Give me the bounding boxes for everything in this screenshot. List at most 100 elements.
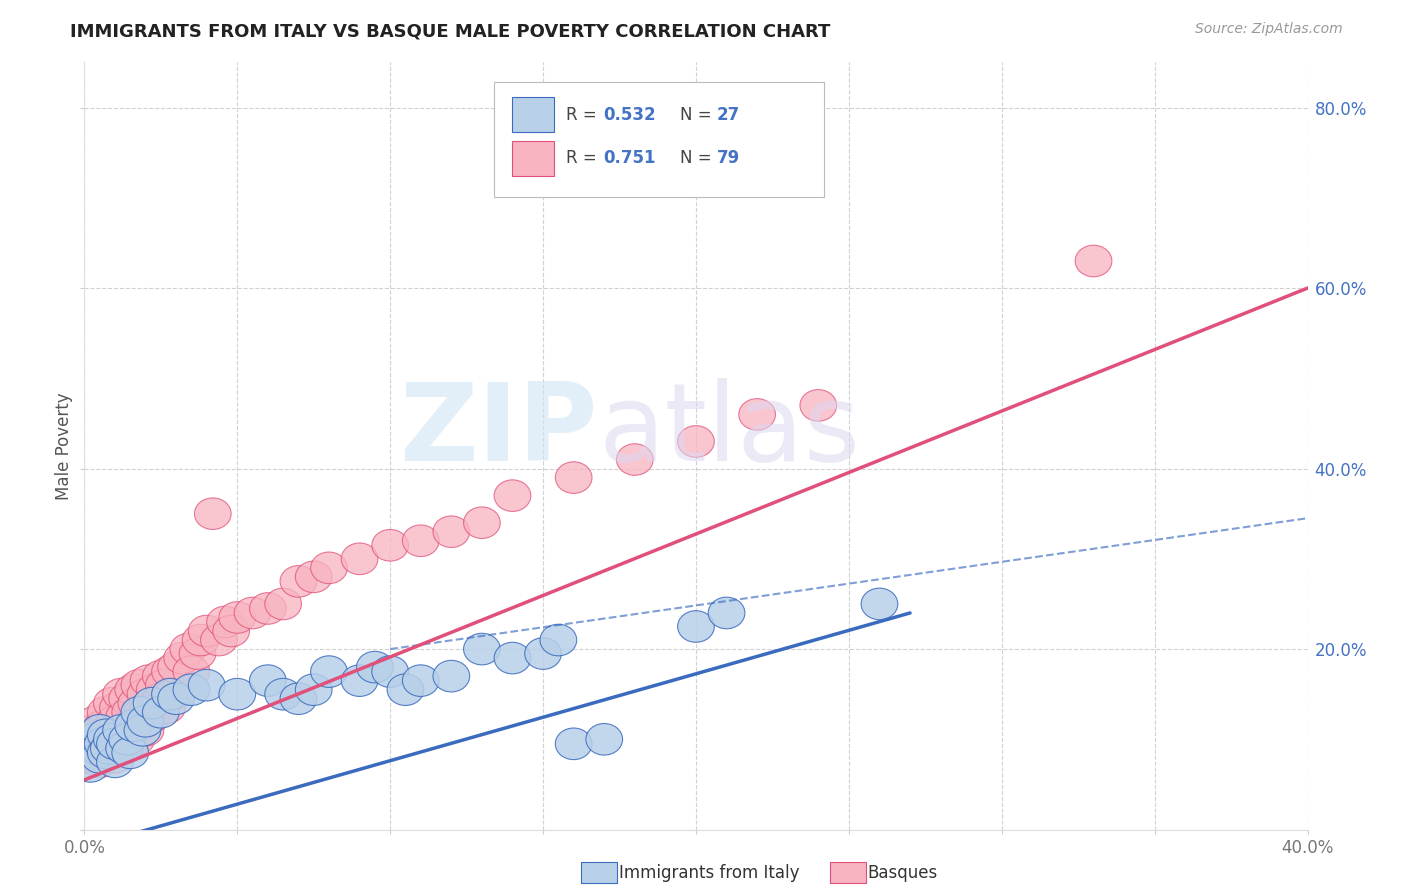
Ellipse shape <box>142 683 179 714</box>
Text: N =: N = <box>681 149 717 168</box>
Ellipse shape <box>142 660 179 692</box>
Ellipse shape <box>142 697 179 728</box>
Ellipse shape <box>678 425 714 458</box>
Ellipse shape <box>311 656 347 688</box>
Ellipse shape <box>79 732 115 764</box>
Ellipse shape <box>72 723 108 756</box>
Ellipse shape <box>82 741 118 773</box>
Ellipse shape <box>201 624 238 656</box>
Ellipse shape <box>433 516 470 548</box>
Ellipse shape <box>524 638 561 669</box>
Ellipse shape <box>82 746 118 778</box>
Ellipse shape <box>586 723 623 756</box>
FancyBboxPatch shape <box>494 81 824 197</box>
Text: R =: R = <box>567 149 602 168</box>
Ellipse shape <box>84 728 121 760</box>
Ellipse shape <box>82 714 118 746</box>
Ellipse shape <box>87 697 124 728</box>
Ellipse shape <box>136 673 173 706</box>
Ellipse shape <box>170 633 207 665</box>
Ellipse shape <box>87 719 124 750</box>
Ellipse shape <box>127 714 165 746</box>
Ellipse shape <box>131 692 167 723</box>
Ellipse shape <box>249 665 287 697</box>
Ellipse shape <box>94 723 131 756</box>
Ellipse shape <box>103 679 139 710</box>
Ellipse shape <box>131 665 167 697</box>
Ellipse shape <box>709 597 745 629</box>
Ellipse shape <box>494 642 531 673</box>
Ellipse shape <box>134 688 170 719</box>
Ellipse shape <box>678 611 714 642</box>
Ellipse shape <box>75 714 112 746</box>
Text: 27: 27 <box>717 105 740 124</box>
Ellipse shape <box>108 714 146 746</box>
Ellipse shape <box>103 732 139 764</box>
Ellipse shape <box>371 656 409 688</box>
Ellipse shape <box>134 701 170 732</box>
Ellipse shape <box>157 651 194 683</box>
Ellipse shape <box>165 642 201 673</box>
Ellipse shape <box>146 669 183 701</box>
Ellipse shape <box>94 688 131 719</box>
Ellipse shape <box>97 746 134 778</box>
Ellipse shape <box>112 728 149 760</box>
Ellipse shape <box>152 656 188 688</box>
Ellipse shape <box>219 679 256 710</box>
Ellipse shape <box>188 615 225 647</box>
Ellipse shape <box>97 728 134 760</box>
Text: Source: ZipAtlas.com: Source: ZipAtlas.com <box>1195 22 1343 37</box>
Ellipse shape <box>235 597 271 629</box>
Ellipse shape <box>118 688 155 719</box>
Ellipse shape <box>1076 245 1112 277</box>
Ellipse shape <box>264 679 301 710</box>
Ellipse shape <box>183 624 219 656</box>
Ellipse shape <box>87 723 124 756</box>
Ellipse shape <box>100 719 136 750</box>
Ellipse shape <box>87 737 124 769</box>
Ellipse shape <box>139 688 176 719</box>
Ellipse shape <box>115 710 152 741</box>
Ellipse shape <box>402 665 439 697</box>
Ellipse shape <box>280 566 316 597</box>
Ellipse shape <box>295 673 332 706</box>
Ellipse shape <box>75 728 112 760</box>
Ellipse shape <box>540 624 576 656</box>
Ellipse shape <box>555 462 592 493</box>
Ellipse shape <box>90 737 127 769</box>
Ellipse shape <box>121 669 157 701</box>
Ellipse shape <box>79 706 115 737</box>
Text: atlas: atlas <box>598 377 860 483</box>
Ellipse shape <box>357 651 394 683</box>
Ellipse shape <box>311 552 347 583</box>
Ellipse shape <box>97 741 134 773</box>
Ellipse shape <box>555 728 592 760</box>
Ellipse shape <box>173 673 209 706</box>
Ellipse shape <box>100 692 136 723</box>
Ellipse shape <box>173 656 209 688</box>
Ellipse shape <box>387 673 423 706</box>
Ellipse shape <box>124 714 160 746</box>
Ellipse shape <box>112 737 149 769</box>
Ellipse shape <box>342 543 378 574</box>
Ellipse shape <box>127 679 165 710</box>
Ellipse shape <box>342 665 378 697</box>
Ellipse shape <box>264 588 301 620</box>
Ellipse shape <box>103 714 139 746</box>
Ellipse shape <box>84 732 121 764</box>
Ellipse shape <box>94 728 131 760</box>
Ellipse shape <box>108 723 146 756</box>
Text: Immigrants from Italy: Immigrants from Italy <box>619 864 799 882</box>
Text: IMMIGRANTS FROM ITALY VS BASQUE MALE POVERTY CORRELATION CHART: IMMIGRANTS FROM ITALY VS BASQUE MALE POV… <box>70 22 831 40</box>
Ellipse shape <box>295 561 332 592</box>
Ellipse shape <box>494 480 531 511</box>
Ellipse shape <box>249 592 287 624</box>
Ellipse shape <box>118 723 155 756</box>
FancyBboxPatch shape <box>513 141 554 176</box>
Ellipse shape <box>179 638 217 669</box>
Ellipse shape <box>105 732 142 764</box>
Ellipse shape <box>616 443 654 475</box>
Ellipse shape <box>433 660 470 692</box>
Ellipse shape <box>72 732 108 764</box>
Ellipse shape <box>207 607 243 638</box>
